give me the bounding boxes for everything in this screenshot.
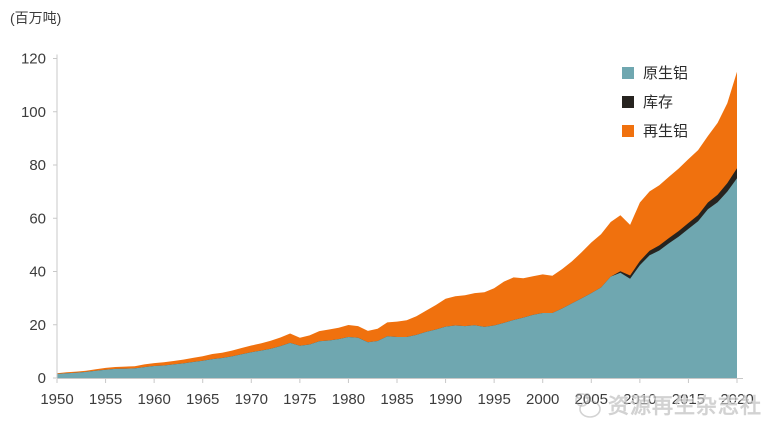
x-tick-label: 2015 — [672, 391, 705, 408]
y-tick-label: 120 — [21, 51, 46, 68]
x-tick-label: 1955 — [89, 391, 122, 408]
x-tick-label: 1950 — [40, 391, 73, 408]
y-tick-label: 60 — [29, 210, 46, 227]
x-tick-label: 1985 — [380, 391, 413, 408]
recycled-aluminium-swatch-icon — [622, 124, 634, 137]
x-tick-label: 1995 — [477, 391, 510, 408]
x-tick-label: 1970 — [235, 391, 268, 408]
primary-aluminium-swatch-icon — [622, 66, 634, 79]
x-tick-label: 2020 — [720, 391, 753, 408]
y-tick-label: 80 — [29, 157, 46, 174]
x-tick-label: 2000 — [526, 391, 559, 408]
y-tick-label: 100 — [21, 104, 46, 121]
area-series-1 — [57, 178, 737, 378]
legend-label-recycled-aluminium: 再生铝 — [643, 123, 689, 140]
y-tick-label: 0 — [38, 370, 46, 387]
x-tick-label: 1965 — [186, 391, 219, 408]
legend-label-primary-aluminium: 原生铝 — [643, 65, 689, 82]
legend: 原生铝 库存 再生铝 — [622, 62, 688, 141]
x-tick-label: 2010 — [623, 391, 656, 408]
legend-item-recycled-aluminium: 再生铝 — [622, 120, 688, 141]
x-tick-label: 1980 — [332, 391, 365, 408]
legend-item-primary-aluminium: 原生铝 — [622, 62, 688, 83]
legend-item-inventory: 库存 — [622, 91, 688, 112]
y-tick-label: 20 — [29, 317, 46, 334]
y-tick-label: 40 — [29, 264, 46, 281]
y-axis-unit-label: (百万吨) — [10, 10, 62, 26]
inventory-swatch-icon — [622, 95, 634, 108]
x-tick-label: 2005 — [575, 391, 608, 408]
x-tick-label: 1990 — [429, 391, 462, 408]
legend-label-inventory: 库存 — [643, 94, 674, 111]
area-series-3 — [57, 71, 737, 379]
x-tick-label: 1975 — [283, 391, 316, 408]
x-tick-label: 1960 — [137, 391, 170, 408]
